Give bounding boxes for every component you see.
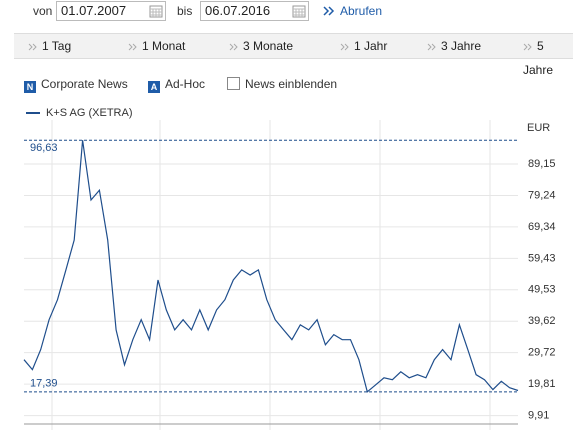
tab-arrow-path (229, 43, 238, 51)
tab-label: 1 Tag (42, 39, 72, 53)
filter-icon: A (148, 81, 160, 93)
range-tab[interactable]: 1 Jahr (340, 34, 387, 58)
y-tick-label: 79,24 (528, 189, 556, 201)
range-tab[interactable]: 1 Tag (28, 34, 71, 58)
calendar-icon[interactable] (292, 4, 306, 18)
y-tick-label: 29,72 (528, 347, 556, 359)
extreme-label: 96,63 (30, 142, 58, 154)
from-date-input[interactable]: 01.07.2007 (56, 1, 166, 21)
tab-arrow-path (427, 43, 436, 51)
range-tabs: 1 Tag 1 Monat 3 Monate 1 Jahr 3 Jahre 5 Jahre (14, 33, 573, 77)
tab-label: 3 Jahre (441, 39, 482, 53)
submit-link[interactable]: Abrufen (340, 4, 383, 18)
calendar-icon[interactable] (149, 4, 163, 18)
tab-arrow (128, 43, 137, 51)
y-tick-label: 39,62 (528, 315, 556, 327)
from-date: 01.07.2007 (61, 3, 127, 18)
legend-label: K+S AG (XETRA) (46, 107, 133, 119)
tab-label: 3 Monate (243, 39, 294, 53)
to-date: 06.07.2016 (205, 3, 271, 18)
from-label: von (33, 4, 53, 18)
y-tick-label: 19,81 (528, 378, 556, 390)
filter-icon: N (24, 81, 36, 93)
legend-line (26, 112, 40, 114)
tab-arrow-path (28, 43, 37, 51)
tab-arrow-path (128, 43, 137, 51)
tab-label: 1 Jahr (354, 39, 388, 53)
range-tab[interactable]: 3 Monate (229, 34, 293, 58)
range-tab[interactable]: 1 Monat (128, 34, 185, 58)
y-tick-label: 9,91 (528, 409, 549, 421)
tab-arrow (523, 43, 532, 51)
tab-arrow (229, 43, 238, 51)
tab-arrow (28, 43, 37, 51)
y-tick-label: 69,34 (528, 221, 556, 233)
checkbox[interactable] (227, 77, 240, 90)
extreme-label: 17,39 (30, 378, 58, 390)
filter[interactable]: News einblenden (227, 76, 337, 92)
y-axis-label: EUR (527, 122, 550, 134)
y-tick-label: 59,43 (528, 252, 556, 264)
y-tick-label: 89,15 (528, 158, 556, 170)
to-label: bis (177, 4, 193, 18)
filter-label: Ad-Hoc (165, 77, 206, 91)
range-tab[interactable]: 3 Jahre (427, 34, 481, 58)
filter-label: Corporate News (41, 77, 128, 91)
tab-label: 5 Jahre (523, 39, 554, 77)
tab-arrow (340, 43, 349, 51)
tab-label: 1 Monat (142, 39, 186, 53)
filter-label: News einblenden (245, 77, 338, 91)
submit-arrow (323, 6, 335, 16)
range-tab[interactable]: 5 Jahre (523, 34, 573, 82)
tab-arrow (427, 43, 436, 51)
filter[interactable]: N Corporate News (24, 76, 128, 93)
filter[interactable]: A Ad-Hoc (148, 76, 205, 93)
v-grid (51, 120, 491, 430)
tab-arrow-path (523, 43, 532, 51)
y-tick-label: 49,53 (528, 284, 556, 296)
to-date-input[interactable]: 06.07.2016 (200, 1, 309, 21)
tab-arrow-path (340, 43, 349, 51)
price-line (23, 140, 519, 393)
